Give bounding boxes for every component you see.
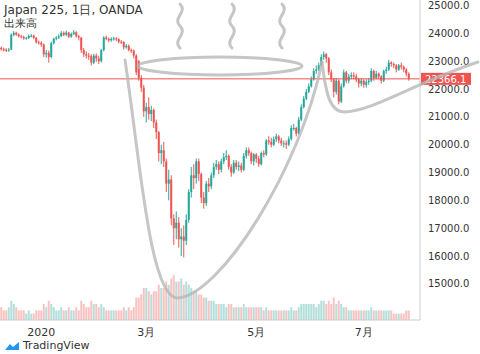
html-text:Japan 225, 1日, OANDA: Japan 225, 1日, OANDA	[4, 3, 143, 17]
svg-text:5月: 5月	[247, 326, 265, 339]
svg-text:3月: 3月	[137, 326, 155, 339]
svg-text:7月: 7月	[355, 326, 373, 339]
svg-text:16000.0: 16000.0	[428, 251, 469, 262]
svg-text:15000.0: 15000.0	[428, 278, 469, 289]
svg-text:23000.0: 23000.0	[428, 56, 469, 67]
svg-text:20000.0: 20000.0	[428, 139, 469, 150]
svg-text:22366.1: 22366.1	[425, 73, 467, 85]
svg-text:21000.0: 21000.0	[428, 111, 469, 122]
html-text:出来高: 出来高	[4, 17, 37, 30]
svg-text:2020: 2020	[27, 326, 55, 339]
svg-text:24000.0: 24000.0	[428, 28, 469, 39]
svg-text:22000.0: 22000.0	[428, 84, 469, 95]
svg-text:19000.0: 19000.0	[428, 167, 469, 178]
svg-text:25000.0: 25000.0	[428, 0, 469, 11]
svg-text:18000.0: 18000.0	[428, 195, 469, 206]
svg-text:17000.0: 17000.0	[428, 223, 469, 234]
html-text:TradingView: TradingView	[23, 339, 90, 352]
